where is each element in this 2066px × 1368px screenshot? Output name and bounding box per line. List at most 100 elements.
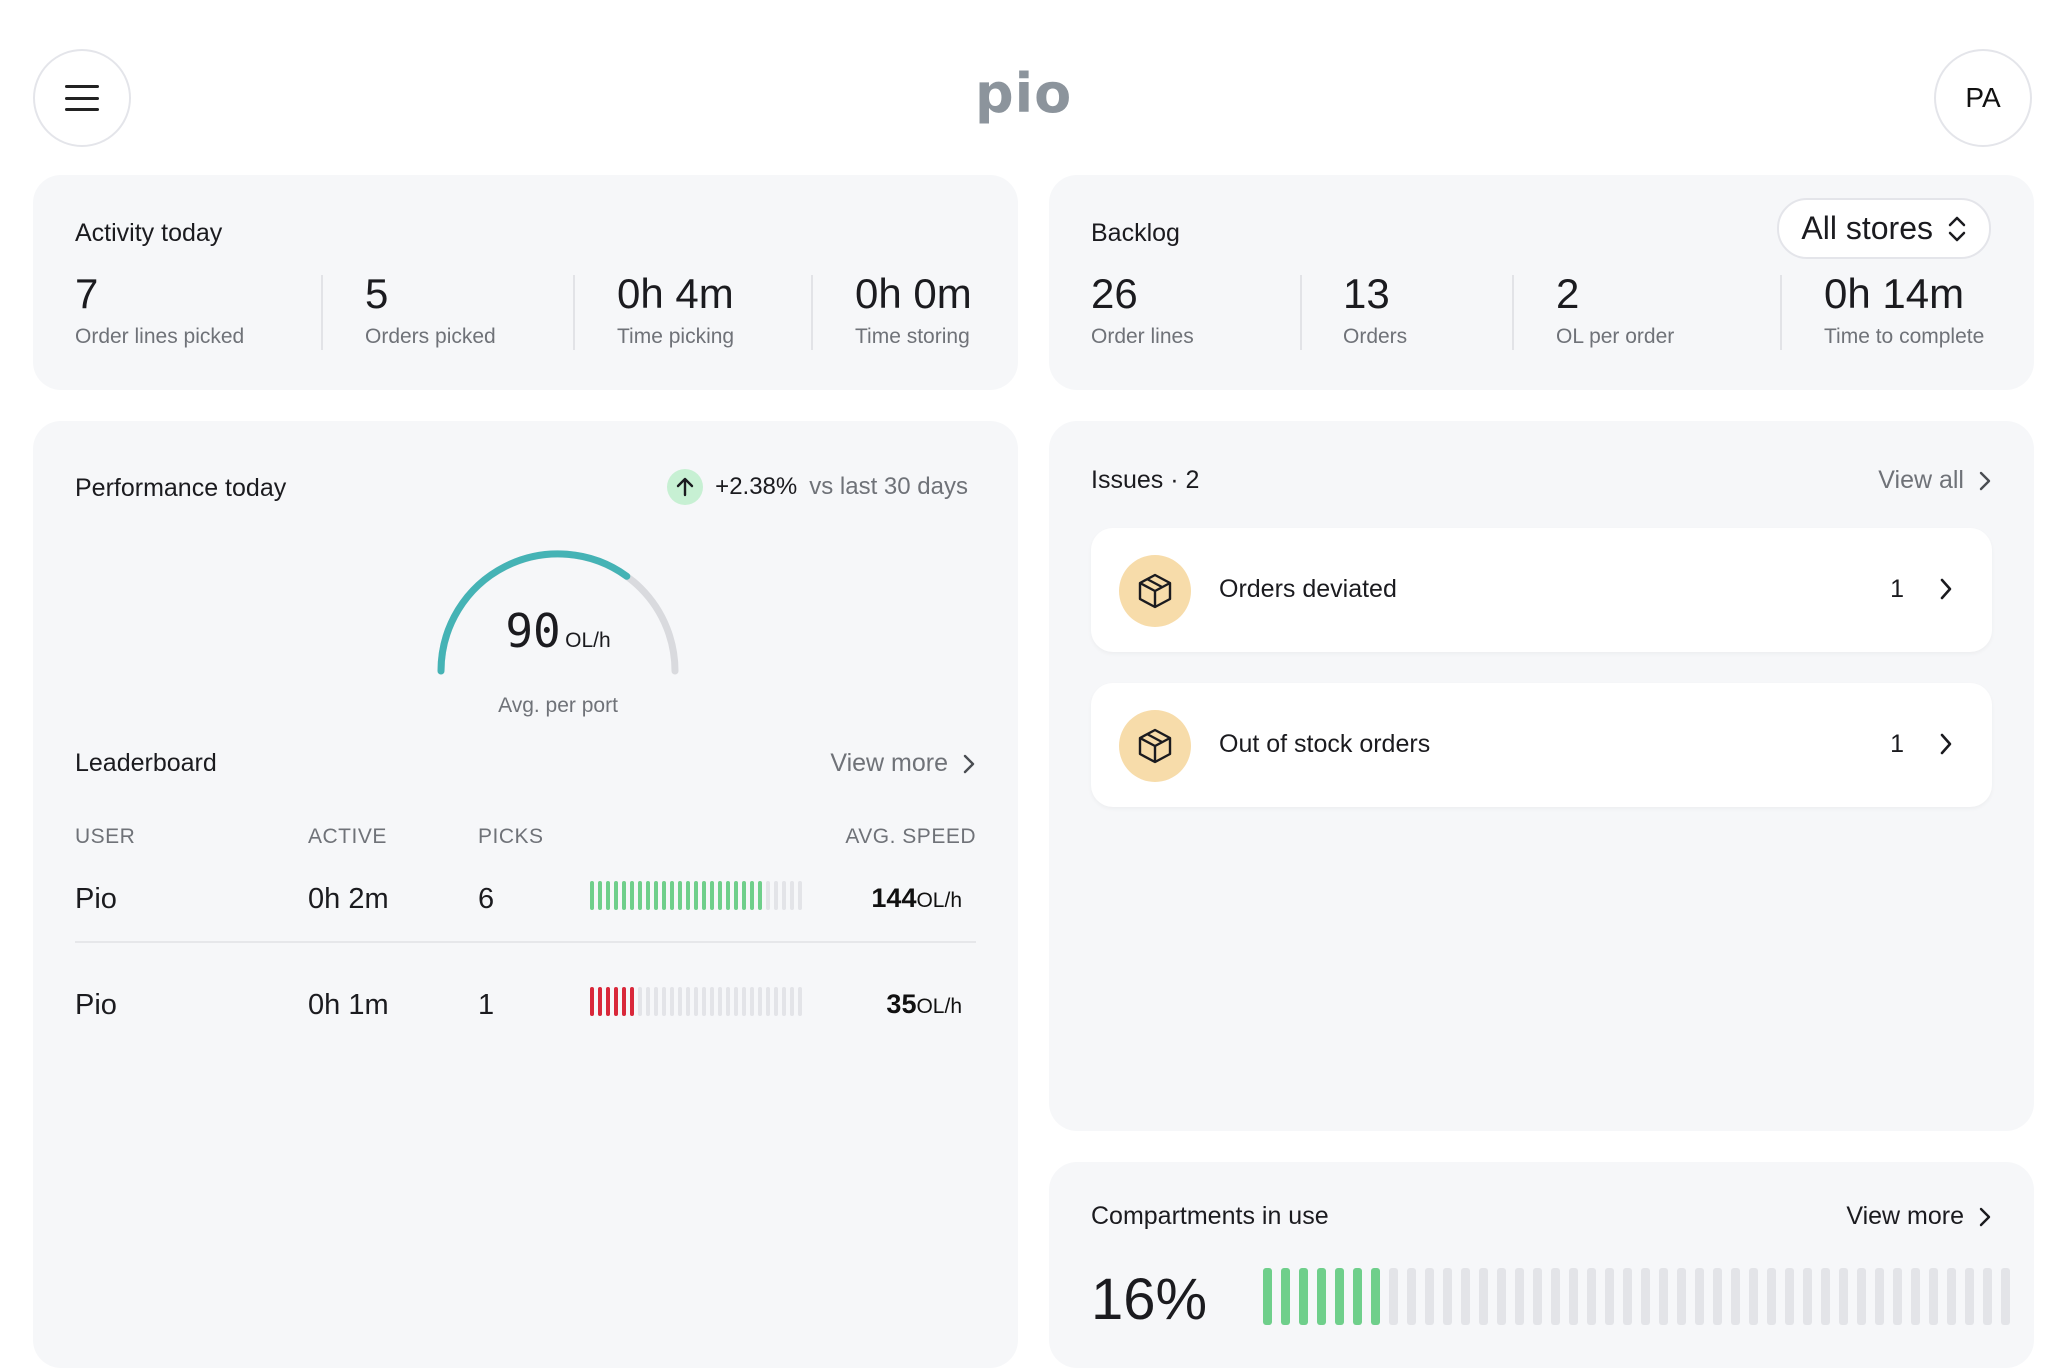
gauge-value: 90 OL/h <box>505 604 611 658</box>
compartment-segment <box>1569 1268 1578 1325</box>
bar-segment <box>710 881 714 910</box>
compartment-segment <box>1317 1268 1326 1325</box>
chevron-right-icon <box>1940 733 1952 755</box>
compartment-segment <box>1677 1268 1686 1325</box>
compartment-segment <box>1443 1268 1452 1325</box>
issue-item-out-of-stock-orders[interactable]: Out of stock orders 1 <box>1091 683 1992 807</box>
leaderboard-view-more-link[interactable]: View more <box>830 749 976 778</box>
app-logo: pio <box>975 62 1073 125</box>
compartment-segment <box>1461 1268 1470 1325</box>
bar-segment <box>638 881 642 910</box>
compartment-segment <box>1479 1268 1488 1325</box>
compartments-header: Compartments in use View more <box>1091 1202 1992 1231</box>
bar-segment <box>686 987 690 1016</box>
issue-count: 1 <box>1890 730 1904 758</box>
bar-segment <box>590 881 594 910</box>
bar-segment <box>710 987 714 1016</box>
menu-button[interactable] <box>33 49 131 147</box>
compartment-segment <box>1731 1268 1740 1325</box>
bar-segment <box>774 881 778 910</box>
compartment-segment <box>1551 1268 1560 1325</box>
compartment-segment <box>1893 1268 1902 1325</box>
compartment-segment <box>2001 1268 2010 1325</box>
compartment-segment <box>1407 1268 1416 1325</box>
bar-segment <box>734 881 738 910</box>
bar-segment <box>782 881 786 910</box>
bar-segment <box>766 881 770 910</box>
issue-item-orders-deviated[interactable]: Orders deviated 1 <box>1091 528 1992 652</box>
bar-segment <box>726 881 730 910</box>
activity-today-card: Activity today 7 Order lines picked 5 Or… <box>33 175 1018 390</box>
bar-segment <box>742 881 746 910</box>
bar-segment <box>718 987 722 1016</box>
bar-segment <box>694 987 698 1016</box>
gauge-arc <box>437 550 679 675</box>
bar-segment <box>654 987 658 1016</box>
leaderboard-row[interactable]: Pio 0h 2m 6 144OL/h <box>75 861 976 967</box>
bar-segment <box>606 881 610 910</box>
issues-view-all-link[interactable]: View all <box>1878 466 1992 495</box>
issues-card: Issues · 2 View all Orders deviated 1 Ou… <box>1049 421 2034 1131</box>
column-header-avg-speed: AVG. SPEED <box>845 825 976 848</box>
compartment-segment <box>1587 1268 1596 1325</box>
compartment-segment <box>1371 1268 1380 1325</box>
divider <box>321 275 323 350</box>
chevron-right-icon <box>1979 471 1991 490</box>
row-active: 0h 1m <box>308 989 389 1021</box>
compartment-segment <box>1533 1268 1542 1325</box>
compartment-segment <box>1299 1268 1308 1325</box>
package-icon <box>1119 555 1191 627</box>
bar-segment <box>798 881 802 910</box>
compartment-segment <box>1965 1268 1974 1325</box>
bar-segment <box>758 881 762 910</box>
backlog-title: Backlog <box>1091 219 1180 247</box>
bar-segment <box>798 987 802 1016</box>
bar-segment <box>590 987 594 1016</box>
issues-header: Issues · 2 View all <box>1091 466 1992 495</box>
chevron-up-down-icon <box>1948 216 1966 241</box>
issues-title: Issues · 2 <box>1091 466 1200 494</box>
bar-segment <box>750 881 754 910</box>
compartment-segment <box>1911 1268 1920 1325</box>
compartment-segment <box>1281 1268 1290 1325</box>
profile-button[interactable]: PA <box>1934 49 2032 147</box>
row-divider <box>75 941 976 943</box>
bar-segment <box>654 881 658 910</box>
bar-segment <box>790 987 794 1016</box>
compartments-view-more-link[interactable]: View more <box>1846 1202 1992 1231</box>
column-header-picks: PICKS <box>478 825 544 848</box>
compartment-segment <box>1857 1268 1866 1325</box>
arrow-up-icon <box>667 469 704 505</box>
stat-orders: 13 Orders <box>1343 270 1408 349</box>
bar-segment <box>622 987 626 1016</box>
performance-title: Performance today <box>75 474 287 502</box>
bar-segment <box>790 881 794 910</box>
bar-segment <box>686 881 690 910</box>
speed-bar <box>590 881 802 910</box>
bar-segment <box>662 987 666 1016</box>
stat-time-to-complete: 0h 14m Time to complete <box>1824 270 1985 349</box>
compartment-segment <box>1623 1268 1632 1325</box>
compartment-segment <box>1425 1268 1434 1325</box>
compartment-segment <box>1947 1268 1956 1325</box>
store-select[interactable]: All stores <box>1777 198 1991 259</box>
bar-segment <box>630 987 634 1016</box>
bar-segment <box>646 881 650 910</box>
compartments-usage-bar <box>1263 1268 2010 1325</box>
row-picks: 1 <box>478 989 495 1021</box>
stat-ol-per-order: 2 OL per order <box>1556 270 1675 349</box>
speed-bar <box>590 987 802 1016</box>
divider <box>1780 275 1782 350</box>
issue-count: 1 <box>1890 575 1904 603</box>
stat-time-picking: 0h 4m Time picking <box>617 270 735 349</box>
bar-segment <box>718 881 722 910</box>
issue-name: Out of stock orders <box>1219 730 1431 758</box>
compartment-segment <box>1605 1268 1614 1325</box>
package-icon <box>1119 710 1191 782</box>
bar-segment <box>622 881 626 910</box>
row-active: 0h 2m <box>308 883 389 915</box>
bar-segment <box>614 987 618 1016</box>
leaderboard-row[interactable]: Pio 0h 1m 1 35OL/h <box>75 967 976 1073</box>
compartments-percentage: 16% <box>1091 1267 1208 1332</box>
compartment-segment <box>1659 1268 1668 1325</box>
